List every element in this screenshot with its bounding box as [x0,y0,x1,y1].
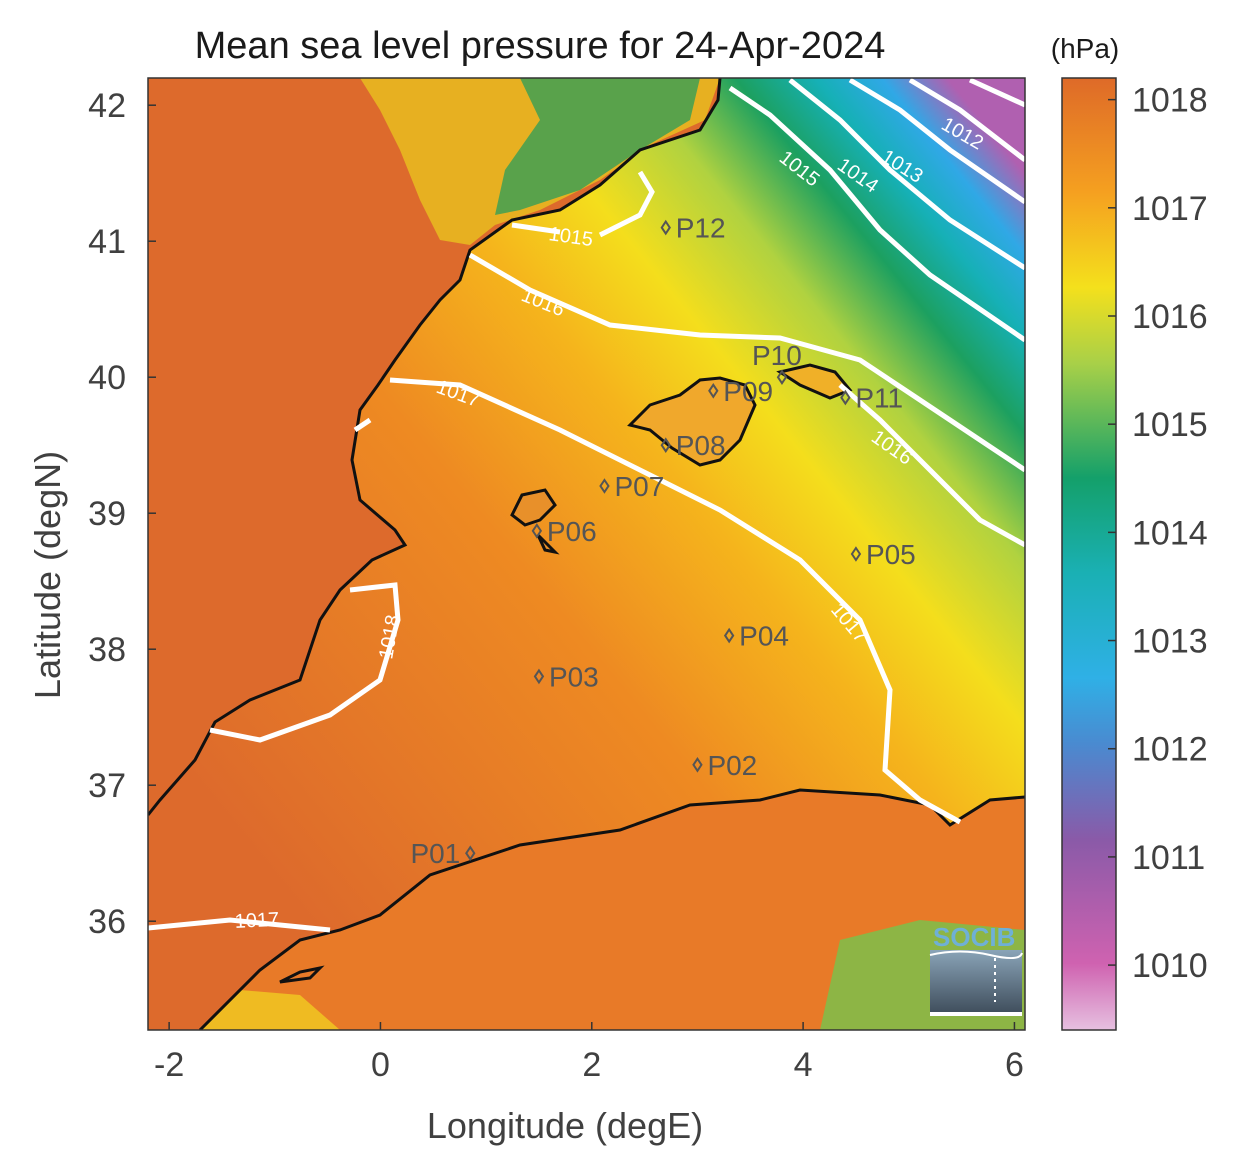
colorbar-tick-label: 1016 [1132,298,1208,336]
colorbar-tick-label: 1012 [1132,731,1208,769]
y-tick-label: 40 [88,359,126,397]
y-tick-label: 36 [88,903,126,941]
station-label: P10 [752,340,802,371]
station-label: P12 [676,213,726,244]
land-pyrenees-green [495,78,700,215]
station-marker [660,219,671,236]
contour-label: 1017 [234,909,280,933]
colorbar-tick-label: 1015 [1132,406,1208,444]
figure-title: Mean sea level pressure for 24-Apr-2024 [195,25,886,67]
x-tick-label: 2 [582,1046,601,1084]
coastline-africa [198,788,1025,1030]
isobar-lines [148,78,1025,933]
colorbar-ticks: 1018 1017 1016 1015 1014 1013 1012 1011 1010 [1108,82,1208,985]
colorbar-gradient [1061,77,1117,1031]
station-marker [533,668,545,685]
station-marker [692,756,703,773]
station-marker [660,437,671,454]
station-label: P04 [739,621,789,652]
island-formentera [536,533,560,555]
station-marker [840,389,851,406]
station-marker [850,546,862,562]
y-tick-label: 41 [88,223,126,261]
island-mallorca [627,376,757,467]
station-label: P09 [723,376,773,407]
colorbar-unit: (hPa) [1051,33,1119,64]
map-frame [147,77,1026,1031]
station-label: P02 [707,750,757,781]
map-panel: 1012 1013 1014 1015 1015 1016 1016 1017 … [148,78,1025,1030]
colorbar-tick-label: 1013 [1132,623,1208,661]
station-marker [531,523,543,539]
station-marker [708,382,719,399]
x-tick-label: 4 [794,1046,813,1084]
x-axis-ticks: -2 0 2 4 6 [154,1022,1024,1084]
station-label: P07 [614,471,664,502]
station-label: P05 [866,539,916,570]
colorbar-tick-label: 1017 [1132,190,1208,228]
station-marker [776,369,788,386]
colorbar-tick-label: 1010 [1132,947,1208,985]
coastline-alboran-islet [279,965,325,984]
y-axis-ticks: 42 41 40 39 38 37 36 [88,87,156,941]
island-ibiza [510,488,557,527]
island-menorca [776,363,853,400]
y-tick-label: 42 [88,87,126,125]
station-label: P06 [547,516,597,547]
colorbar-tick-label: 1011 [1132,839,1205,877]
y-axis-label: Latitude (degN) [27,451,68,699]
station-marker [723,627,735,644]
x-axis-label: Longitude (degE) [427,1105,703,1146]
x-tick-label: -2 [154,1046,184,1084]
station-label: P11 [855,383,903,414]
land-north-africa [148,790,1025,1030]
y-tick-label: 37 [88,767,126,805]
y-tick-label: 39 [88,495,126,533]
colorbar-tick-label: 1018 [1132,82,1208,120]
colorbar: (hPa) 1018101710161015101410131012101110… [1051,33,1208,1031]
station-points: P01 P02 P03 P04 P05 P06 P07 P08 P09 P10 P11 P12 [410,213,915,870]
station-label: P08 [676,430,726,461]
socib-logo-text: SOCIB [933,922,1015,952]
station-marker [599,478,610,494]
x-tick-label: 6 [1005,1046,1024,1084]
land-iberia [148,78,720,815]
socib-logo: SOCIB [929,922,1023,1016]
coastline-iberia [148,78,722,816]
x-tick-label: 0 [371,1046,390,1084]
land-africa-yellow [200,990,340,1030]
colorbar-tick-label: 1014 [1132,514,1208,552]
station-label: P03 [549,661,599,692]
station-label: P01 [410,838,460,869]
y-tick-label: 38 [88,631,126,669]
station-marker [465,845,476,862]
